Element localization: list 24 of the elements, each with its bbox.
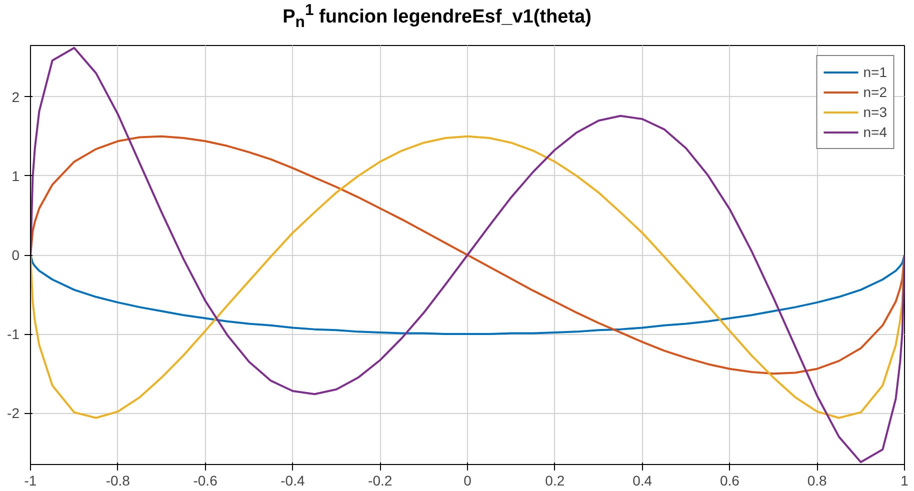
x-tick-label: 0.4	[632, 472, 652, 488]
x-tick-label: 0	[464, 472, 472, 488]
x-tick-label: 1	[900, 472, 909, 488]
legend-label: n=2	[863, 84, 887, 100]
legend-label: n=4	[863, 124, 887, 140]
x-tick-label: -0.4	[280, 472, 305, 488]
y-tick-label: -1	[7, 326, 20, 342]
y-tick-label: 0	[12, 247, 20, 263]
legend-label: n=1	[863, 64, 887, 80]
chart-title: P$_{n}$$^{1}$ funcion legendreEsf_v1(theta)	[282, 1, 592, 34]
line-series	[30, 135, 904, 419]
x-tick-label: -1	[24, 472, 37, 488]
x-tick-label: -0.2	[368, 472, 392, 488]
x-tick-label: -0.6	[193, 472, 218, 488]
y-tick-label: 1	[12, 168, 20, 184]
x-tick-label: -0.8	[106, 472, 130, 488]
line-series	[30, 254, 904, 336]
x-tick-label: 0.2	[545, 472, 565, 488]
x-tick-label: 0.6	[720, 472, 740, 488]
line-series	[30, 135, 904, 375]
y-tick-label: 2	[12, 88, 20, 105]
y-tick-label: -2	[7, 405, 20, 422]
legend-label: n=3	[863, 104, 887, 120]
x-tick-label: 0.8	[807, 472, 828, 488]
